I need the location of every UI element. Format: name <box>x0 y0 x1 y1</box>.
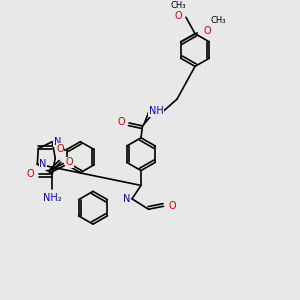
Text: O: O <box>175 11 182 21</box>
Text: N: N <box>123 194 130 204</box>
Text: CH₃: CH₃ <box>211 16 226 25</box>
Text: NH: NH <box>148 106 164 116</box>
Text: CH₃: CH₃ <box>171 1 186 10</box>
Text: O: O <box>168 201 176 211</box>
Text: O: O <box>56 144 64 154</box>
Text: N: N <box>54 137 61 147</box>
Text: NH₂: NH₂ <box>43 193 62 203</box>
Text: O: O <box>65 157 73 167</box>
Text: O: O <box>117 117 125 127</box>
Text: N: N <box>39 159 46 169</box>
Text: O: O <box>204 26 212 36</box>
Text: O: O <box>27 169 34 179</box>
